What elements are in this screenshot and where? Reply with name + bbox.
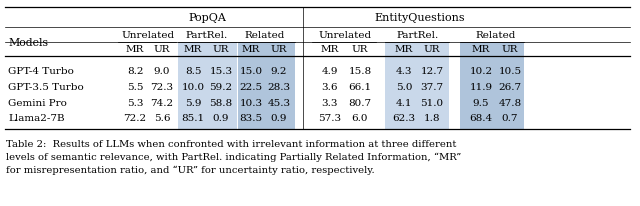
Text: Gemini Pro: Gemini Pro (8, 98, 67, 107)
Text: 62.3: 62.3 (392, 114, 415, 123)
Text: 5.0: 5.0 (396, 82, 412, 91)
Text: MR: MR (242, 45, 260, 54)
Text: 11.9: 11.9 (469, 82, 493, 91)
Text: 4.9: 4.9 (322, 66, 339, 75)
Text: 66.1: 66.1 (348, 82, 372, 91)
Text: 57.3: 57.3 (319, 114, 342, 123)
Text: 74.2: 74.2 (150, 98, 173, 107)
Text: 12.7: 12.7 (420, 66, 444, 75)
Text: UR: UR (154, 45, 170, 54)
Text: EntityQuestions: EntityQuestions (374, 13, 465, 23)
Text: 9.2: 9.2 (271, 66, 287, 75)
Text: UR: UR (212, 45, 229, 54)
Text: PopQA: PopQA (188, 13, 226, 23)
Text: UR: UR (502, 45, 518, 54)
Text: 47.8: 47.8 (499, 98, 522, 107)
Text: 58.8: 58.8 (209, 98, 232, 107)
Text: 22.5: 22.5 (239, 82, 262, 91)
Text: 5.5: 5.5 (127, 82, 143, 91)
Text: 4.3: 4.3 (396, 66, 412, 75)
Text: MR: MR (321, 45, 339, 54)
Text: 5.6: 5.6 (154, 114, 170, 123)
Text: 9.0: 9.0 (154, 66, 170, 75)
Text: 5.9: 5.9 (185, 98, 201, 107)
Text: 26.7: 26.7 (499, 82, 522, 91)
Text: UR: UR (424, 45, 440, 54)
Text: UR: UR (352, 45, 368, 54)
Text: Llama2-7B: Llama2-7B (8, 114, 65, 123)
Text: 59.2: 59.2 (209, 82, 232, 91)
Text: 85.1: 85.1 (181, 114, 205, 123)
Text: GPT-4 Turbo: GPT-4 Turbo (8, 66, 74, 75)
Text: GPT-3.5 Turbo: GPT-3.5 Turbo (8, 82, 84, 91)
Text: 3.3: 3.3 (322, 98, 339, 107)
Text: 5.3: 5.3 (127, 98, 143, 107)
Text: 8.5: 8.5 (185, 66, 201, 75)
Text: MR: MR (184, 45, 202, 54)
Text: Table 2:  Results of LLMs when confronted with irrelevant information at three d: Table 2: Results of LLMs when confronted… (6, 139, 456, 148)
Text: 15.3: 15.3 (209, 66, 232, 75)
Text: 80.7: 80.7 (348, 98, 372, 107)
Text: 83.5: 83.5 (239, 114, 262, 123)
Text: Unrelated: Unrelated (122, 31, 175, 40)
Text: 8.2: 8.2 (127, 66, 143, 75)
Bar (238, 43, 295, 129)
Text: Unrelated: Unrelated (319, 31, 372, 40)
Text: 10.5: 10.5 (499, 66, 522, 75)
Text: 0.9: 0.9 (271, 114, 287, 123)
Text: 72.3: 72.3 (150, 82, 173, 91)
Text: PartRel.: PartRel. (186, 31, 228, 40)
Text: 1.8: 1.8 (424, 114, 440, 123)
Text: 10.0: 10.0 (181, 82, 205, 91)
Text: 72.2: 72.2 (124, 114, 147, 123)
Text: Related: Related (476, 31, 516, 40)
Text: 37.7: 37.7 (420, 82, 444, 91)
Text: 15.0: 15.0 (239, 66, 262, 75)
Text: MR: MR (472, 45, 490, 54)
Text: for misrepresentation ratio, and “UR” for uncertainty ratio, respectively.: for misrepresentation ratio, and “UR” fo… (6, 165, 374, 174)
Text: 28.3: 28.3 (268, 82, 291, 91)
Text: 9.5: 9.5 (473, 98, 489, 107)
Bar (178, 43, 237, 129)
Text: 4.1: 4.1 (396, 98, 412, 107)
Text: 45.3: 45.3 (268, 98, 291, 107)
Bar (385, 43, 449, 129)
Text: 68.4: 68.4 (469, 114, 493, 123)
Text: UR: UR (271, 45, 287, 54)
Text: levels of semantic relevance, with PartRel. indicating Partially Related Informa: levels of semantic relevance, with PartR… (6, 152, 461, 162)
Text: 0.9: 0.9 (212, 114, 229, 123)
Text: 51.0: 51.0 (420, 98, 444, 107)
Text: PartRel.: PartRel. (397, 31, 439, 40)
Text: Related: Related (245, 31, 285, 40)
Text: 6.0: 6.0 (352, 114, 368, 123)
Text: 10.2: 10.2 (469, 66, 493, 75)
Text: MR: MR (395, 45, 413, 54)
Text: MR: MR (126, 45, 144, 54)
Text: 10.3: 10.3 (239, 98, 262, 107)
Text: 0.7: 0.7 (502, 114, 518, 123)
Text: Models: Models (8, 37, 48, 47)
Bar (460, 43, 524, 129)
Text: 3.6: 3.6 (322, 82, 339, 91)
Text: 15.8: 15.8 (348, 66, 372, 75)
